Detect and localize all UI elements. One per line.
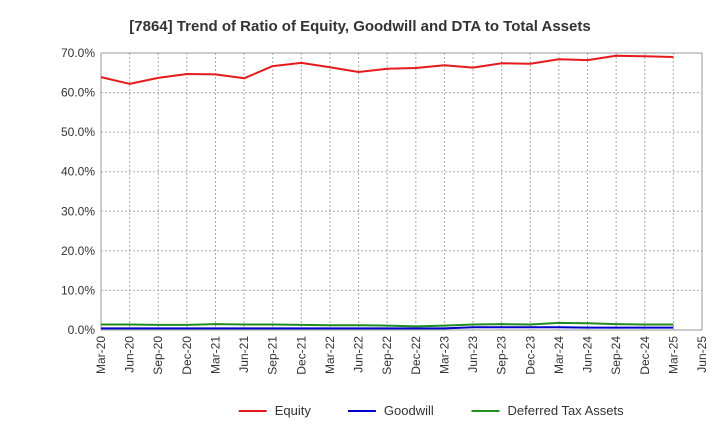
y-tick-label: 0.0% [68, 323, 96, 337]
legend: Equity Goodwill Deferred Tax Assets [238, 403, 625, 418]
x-tick-label: Jun-20 [123, 336, 137, 373]
x-tick-label: Mar-20 [94, 336, 108, 374]
x-tick-label: Mar-23 [437, 336, 451, 374]
legend-label-deferred-tax-assets: Deferred Tax Assets [508, 403, 625, 418]
x-tick-label: Sep-20 [151, 336, 165, 375]
x-tick-label: Jun-21 [237, 336, 251, 373]
grid [101, 52, 702, 330]
x-tick-label: Dec-21 [294, 336, 308, 375]
series-lines [100, 54, 674, 330]
y-tick-label: 20.0% [61, 244, 95, 258]
y-tick-label: 50.0% [61, 125, 95, 139]
x-tick-label: Dec-23 [523, 336, 537, 375]
x-tick-label: Dec-22 [409, 336, 423, 375]
x-tick-label: Mar-21 [208, 336, 222, 374]
y-axis-ticks: 0.0% 10.0% 20.0% 30.0% 40.0% 50.0% 60.0% 70.0% [61, 46, 95, 337]
x-tick-label: Jun-25 [695, 336, 709, 373]
y-tick-label: 10.0% [61, 283, 95, 297]
plot-area-frame [100, 52, 703, 331]
series-line-equity [100, 54, 674, 85]
y-tick-label: 30.0% [61, 204, 95, 218]
x-tick-label: Jun-24 [581, 336, 595, 373]
x-tick-label: Dec-24 [638, 336, 652, 375]
x-tick-label: Mar-22 [323, 336, 337, 374]
x-tick-label: Jun-23 [466, 336, 480, 373]
y-tick-label: 70.0% [61, 46, 95, 60]
chart-title: [7864] Trend of Ratio of Equity, Goodwil… [129, 18, 590, 35]
x-axis-ticks: Mar-20 Jun-20 Sep-20 Dec-20 Mar-21 Jun-21 Sep-… [94, 336, 709, 375]
x-tick-label: Mar-24 [552, 336, 566, 374]
x-tick-label: Sep-21 [266, 336, 280, 375]
x-tick-label: Dec-20 [180, 336, 194, 375]
legend-label-goodwill: Goodwill [384, 403, 434, 418]
x-tick-label: Jun-22 [352, 336, 366, 373]
x-tick-label: Sep-23 [495, 336, 509, 375]
series-line-deferred-tax-assets [101, 321, 674, 328]
legend-label-equity: Equity [275, 403, 312, 418]
x-tick-label: Sep-22 [380, 336, 394, 375]
series-line-goodwill [101, 326, 674, 330]
y-tick-label: 60.0% [61, 86, 95, 100]
y-tick-label: 40.0% [61, 165, 95, 179]
x-tick-label: Sep-24 [609, 336, 623, 375]
x-tick-label: Mar-25 [666, 336, 680, 374]
